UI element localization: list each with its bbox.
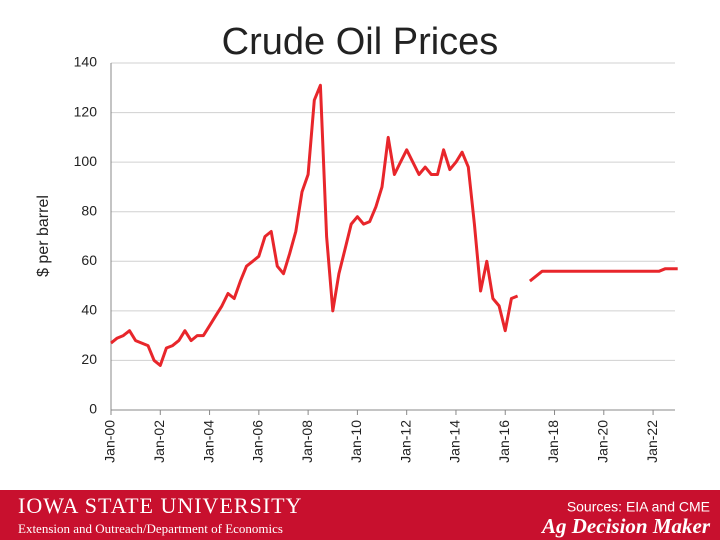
footer-band xyxy=(0,490,720,540)
x-tick-label: Jan-12 xyxy=(397,420,413,463)
department: Extension and Outreach/Department of Eco… xyxy=(18,521,283,536)
x-tick-label: Jan-02 xyxy=(151,420,167,463)
x-tick-label: Jan-10 xyxy=(348,420,364,463)
price-line xyxy=(110,83,519,367)
x-tick-label: Jan-08 xyxy=(299,420,315,463)
x-tick-label: Jan-18 xyxy=(545,420,561,463)
y-tick-label: 140 xyxy=(74,54,98,70)
y-tick-label: 80 xyxy=(81,202,97,218)
x-tick-label: Jan-06 xyxy=(250,420,266,463)
x-tick-label: Jan-00 xyxy=(102,420,118,463)
x-tick-label: Jan-22 xyxy=(644,420,660,463)
y-tick-label: 120 xyxy=(74,103,98,119)
chart-title: Crude Oil Prices xyxy=(222,21,499,63)
brand: Ag Decision Maker xyxy=(540,514,711,538)
y-tick-label: 40 xyxy=(81,302,97,318)
x-tick-label: Jan-16 xyxy=(496,420,512,463)
y-tick-label: 20 xyxy=(81,351,97,367)
y-tick-label: 100 xyxy=(74,153,98,169)
university-name: IOWA STATE UNIVERSITY xyxy=(18,493,302,518)
x-tick-label: Jan-04 xyxy=(200,420,216,463)
y-axis-label: $ per barrel xyxy=(35,195,52,277)
price-line xyxy=(528,267,678,283)
x-tick-label: Jan-14 xyxy=(447,420,463,463)
x-tick-label: Jan-20 xyxy=(595,420,611,463)
y-tick-label: 60 xyxy=(81,252,97,268)
y-tick-label: 0 xyxy=(89,401,97,417)
sources: Sources: EIA and CME xyxy=(567,499,710,515)
